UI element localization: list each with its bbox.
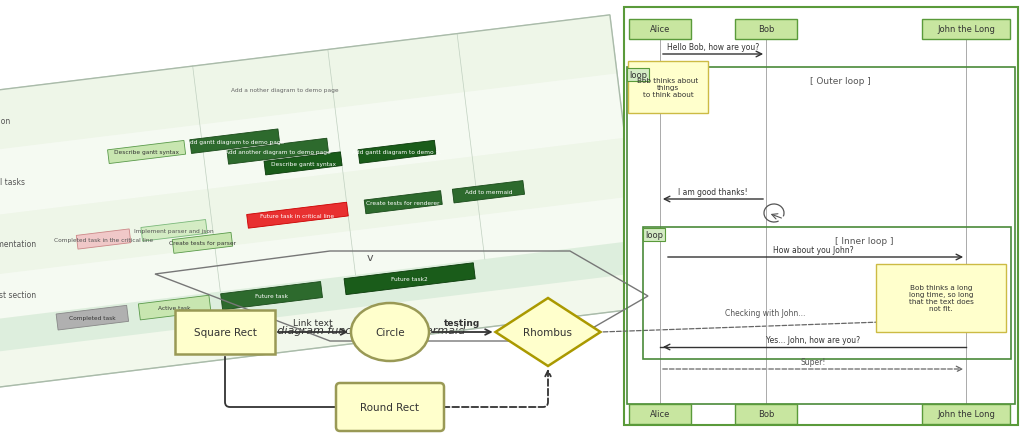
Text: Square Rect: Square Rect (194, 327, 256, 337)
Text: Active task: Active task (159, 306, 190, 310)
Text: Hello Bob, how are you?: Hello Bob, how are you? (667, 43, 759, 52)
FancyBboxPatch shape (876, 264, 1006, 332)
Ellipse shape (351, 303, 429, 361)
Text: Bob thinks a long
long time, so long
that the text does
not fit.: Bob thinks a long long time, so long tha… (908, 285, 974, 312)
Polygon shape (0, 74, 625, 219)
Text: Describe gantt syntax: Describe gantt syntax (114, 150, 179, 155)
Polygon shape (141, 220, 207, 242)
Text: Add a nother diagram to demo page: Add a nother diagram to demo page (231, 88, 339, 93)
FancyBboxPatch shape (922, 20, 1010, 40)
Text: Last section: Last section (0, 290, 37, 299)
Polygon shape (0, 16, 646, 388)
Polygon shape (138, 296, 211, 320)
Polygon shape (264, 152, 342, 175)
Polygon shape (0, 241, 641, 353)
Text: Checking with John...: Checking with John... (725, 308, 805, 317)
Text: Rhombus: Rhombus (523, 327, 572, 337)
Text: Add another diagram to demo page: Add another diagram to demo page (225, 149, 331, 155)
Text: Round Rect: Round Rect (360, 402, 420, 412)
Text: Adding GANTT diagram functionality to mermaid: Adding GANTT diagram functionality to me… (194, 326, 466, 335)
FancyBboxPatch shape (629, 404, 691, 424)
Text: [ Outer loop ]: [ Outer loop ] (810, 77, 870, 86)
Polygon shape (172, 233, 232, 254)
Text: testing: testing (444, 318, 480, 327)
Text: v: v (367, 253, 374, 263)
Text: loop: loop (629, 71, 647, 80)
Text: Add gantt diagram to demo page: Add gantt diagram to demo page (185, 139, 284, 145)
Text: A section: A section (0, 117, 10, 126)
Text: Completed task: Completed task (69, 316, 116, 320)
Text: Add gantt diagram to demo p.: Add gantt diagram to demo p. (352, 150, 441, 155)
Text: Critical tasks: Critical tasks (0, 178, 25, 187)
FancyBboxPatch shape (735, 20, 797, 40)
FancyBboxPatch shape (629, 20, 691, 40)
Text: Yes... John, how are you?: Yes... John, how are you? (766, 335, 860, 344)
Text: Future task: Future task (255, 293, 288, 299)
Text: Create tests for renderer: Create tests for renderer (367, 200, 440, 205)
FancyBboxPatch shape (336, 383, 444, 431)
FancyBboxPatch shape (735, 404, 797, 424)
Polygon shape (344, 263, 475, 295)
Polygon shape (227, 139, 329, 165)
Polygon shape (220, 282, 323, 310)
FancyBboxPatch shape (922, 404, 1010, 424)
Text: Documentation: Documentation (0, 240, 37, 248)
FancyBboxPatch shape (628, 62, 708, 114)
Text: [ Inner loop ]: [ Inner loop ] (835, 237, 893, 246)
Text: Completed task in the critical line: Completed task in the critical line (54, 237, 154, 242)
Polygon shape (358, 141, 436, 164)
Text: I am good thanks!: I am good thanks! (678, 187, 748, 197)
Text: Circle: Circle (375, 327, 404, 337)
Polygon shape (108, 141, 185, 164)
Polygon shape (0, 16, 617, 155)
Polygon shape (365, 191, 442, 214)
Polygon shape (496, 298, 600, 366)
Text: Implement parser and json: Implement parser and json (134, 228, 214, 233)
Polygon shape (56, 306, 129, 330)
FancyBboxPatch shape (175, 310, 275, 354)
Polygon shape (77, 230, 131, 250)
Text: Bob: Bob (758, 26, 774, 34)
Polygon shape (453, 181, 524, 204)
Polygon shape (189, 130, 280, 154)
Polygon shape (0, 197, 638, 321)
Text: Future task2: Future task2 (391, 276, 428, 282)
Text: Future task in critical line: Future task in critical line (260, 213, 335, 218)
Text: Create tests for parser: Create tests for parser (169, 241, 236, 246)
Text: John the Long: John the Long (937, 26, 995, 34)
Text: Super!: Super! (801, 357, 825, 366)
Text: loop: loop (645, 230, 663, 240)
FancyBboxPatch shape (624, 8, 1018, 425)
Polygon shape (247, 203, 348, 229)
Text: Alice: Alice (650, 410, 670, 418)
Text: Add to mermaid: Add to mermaid (465, 190, 512, 195)
Text: John the Long: John the Long (937, 410, 995, 418)
Text: Describe gantt syntax: Describe gantt syntax (270, 161, 336, 167)
Text: Link text: Link text (293, 318, 333, 327)
Text: Bob: Bob (758, 410, 774, 418)
Text: Alice: Alice (650, 26, 670, 34)
Text: Bob thinks about
things
to think about: Bob thinks about things to think about (637, 78, 698, 98)
Polygon shape (0, 138, 632, 277)
Text: How about you John?: How about you John? (773, 246, 853, 254)
